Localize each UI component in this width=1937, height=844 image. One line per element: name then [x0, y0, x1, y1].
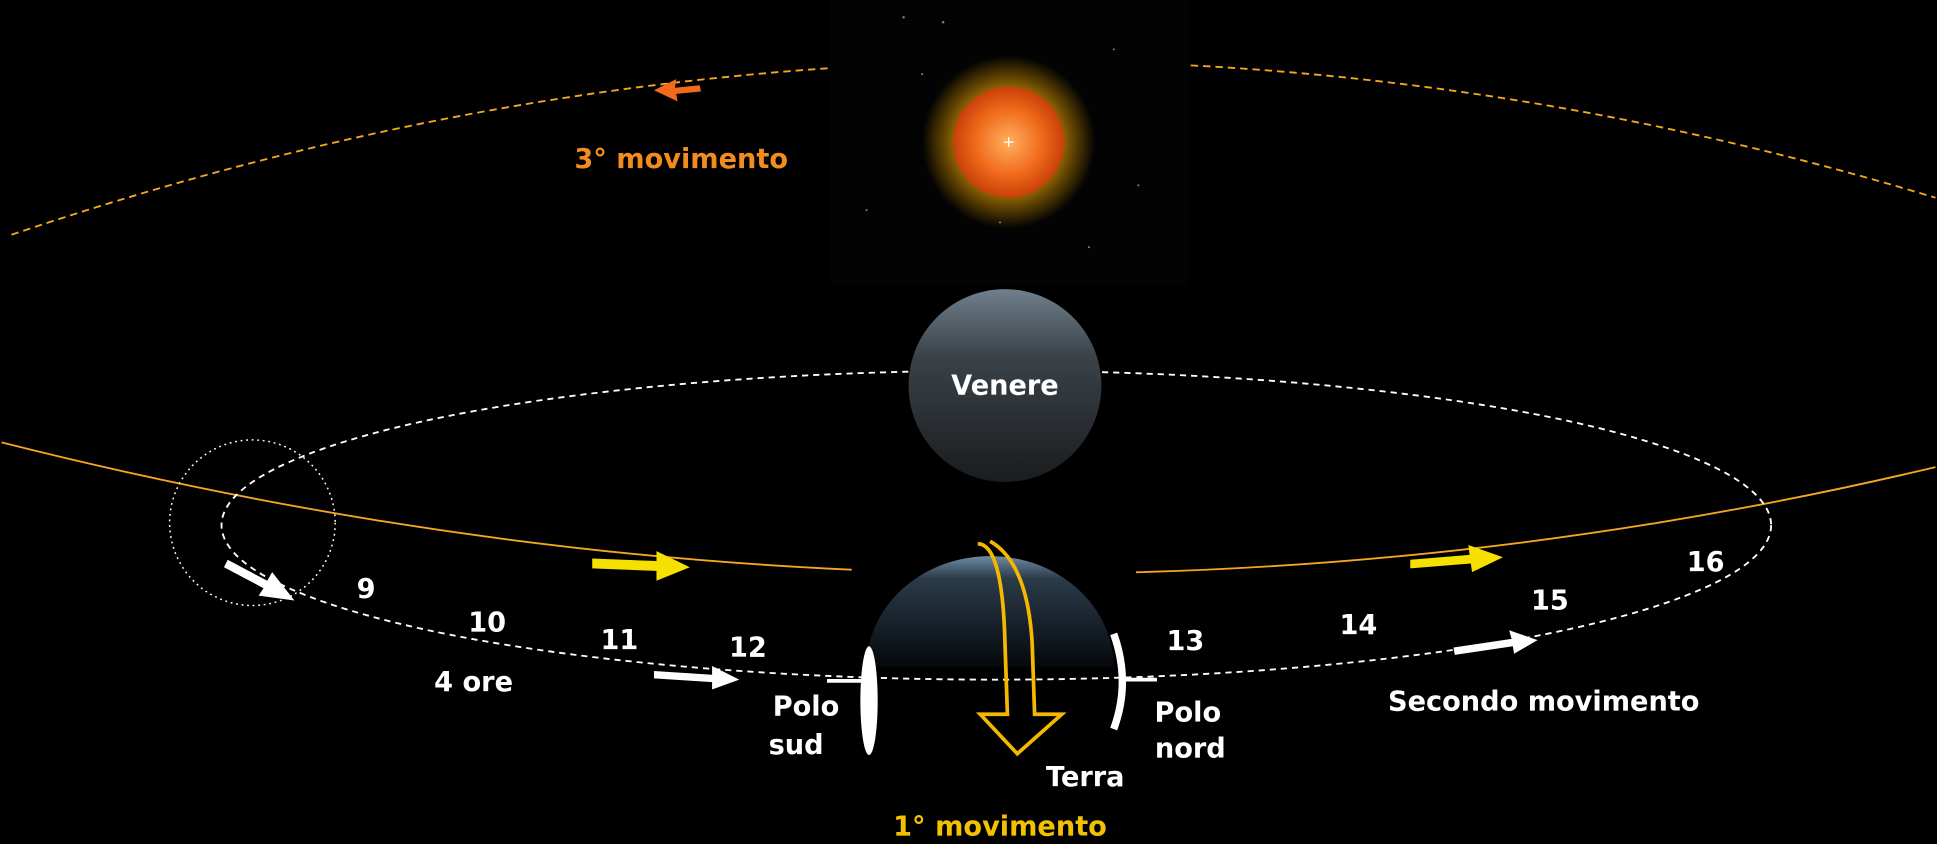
hour: 16 [1687, 547, 1725, 578]
south-pole [860, 646, 877, 755]
label: Secondo movimento [1388, 687, 1699, 718]
label: Polo [773, 692, 840, 723]
label: Terra [1046, 762, 1125, 793]
hour: 10 [468, 608, 506, 639]
label: Venere [951, 370, 1059, 401]
hour: 15 [1531, 585, 1569, 616]
label: Polo [1155, 698, 1222, 729]
hour: 11 [601, 625, 639, 656]
hour: 13 [1166, 626, 1204, 657]
label: sud [769, 730, 824, 761]
page: 3° movimento Venere 9 10 11 12 13 14 15 … [0, 0, 1937, 844]
label: 3° movimento [574, 144, 788, 175]
label: 1° movimento [893, 811, 1107, 842]
hour: 12 [729, 632, 767, 663]
hour: 14 [1339, 610, 1377, 641]
label: nord [1155, 734, 1226, 765]
label: 4 ore [434, 667, 513, 698]
hour: 9 [357, 574, 376, 605]
diagram: 3° movimento Venere 9 10 11 12 13 14 15 … [0, 0, 1937, 844]
